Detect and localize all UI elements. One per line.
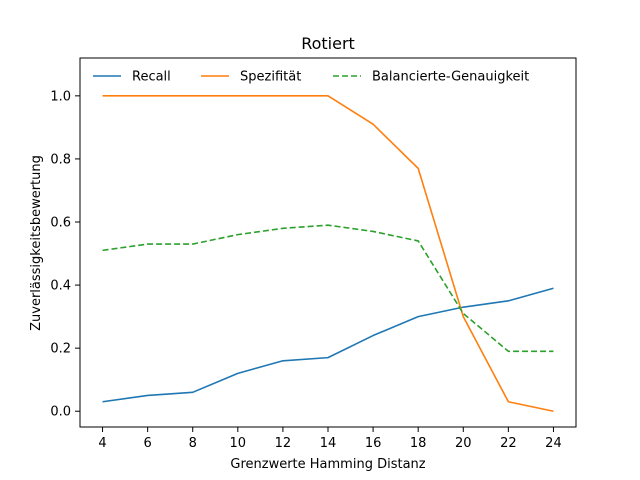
series-lines	[102, 95, 554, 413]
x-axis-label: Grenzwerte Hamming Distanz	[230, 457, 425, 472]
chart-title: Rotiert	[301, 34, 355, 53]
series-line-1	[102, 95, 554, 413]
x-tick-label: 14	[320, 436, 337, 451]
y-axis-label: Zuverlässigkeitsbewertung	[29, 155, 44, 331]
x-tick-label: 8	[189, 436, 197, 451]
legend-label-1: Spezifität	[240, 70, 301, 85]
x-tick-label: 6	[143, 436, 151, 451]
x-tick-label: 12	[275, 436, 292, 451]
x-tick-label: 4	[98, 436, 106, 451]
x-tick-label: 20	[455, 436, 472, 451]
y-tick-label: 0.4	[50, 279, 71, 294]
y-tick-label: 0.2	[50, 342, 71, 357]
y-tick-label: 0.8	[50, 152, 71, 167]
x-tick-label: 24	[545, 436, 562, 451]
series-line-0	[102, 287, 554, 403]
x-tick-label: 10	[230, 436, 247, 451]
series-line-2	[102, 224, 554, 353]
y-tick-label: 1.0	[50, 89, 71, 104]
legend-label-0: Recall	[132, 70, 171, 85]
y-tick-label: 0.6	[50, 216, 71, 231]
axis-ticks: 4 6 8 10 12 14 16 18 20 22 24 0.0 0.2 0.4 0.6 0.8 1.0	[50, 89, 561, 451]
x-tick-label: 18	[410, 436, 427, 451]
legend-label-2: Balancierte-Genauigkeit	[372, 70, 529, 85]
plot-frame	[79, 57, 577, 428]
legend: Recall Spezifität Balancierte-Genauigkeit	[93, 70, 529, 85]
y-tick-label: 0.0	[50, 405, 71, 420]
x-tick-label: 16	[365, 436, 382, 451]
x-tick-label: 22	[500, 436, 517, 451]
